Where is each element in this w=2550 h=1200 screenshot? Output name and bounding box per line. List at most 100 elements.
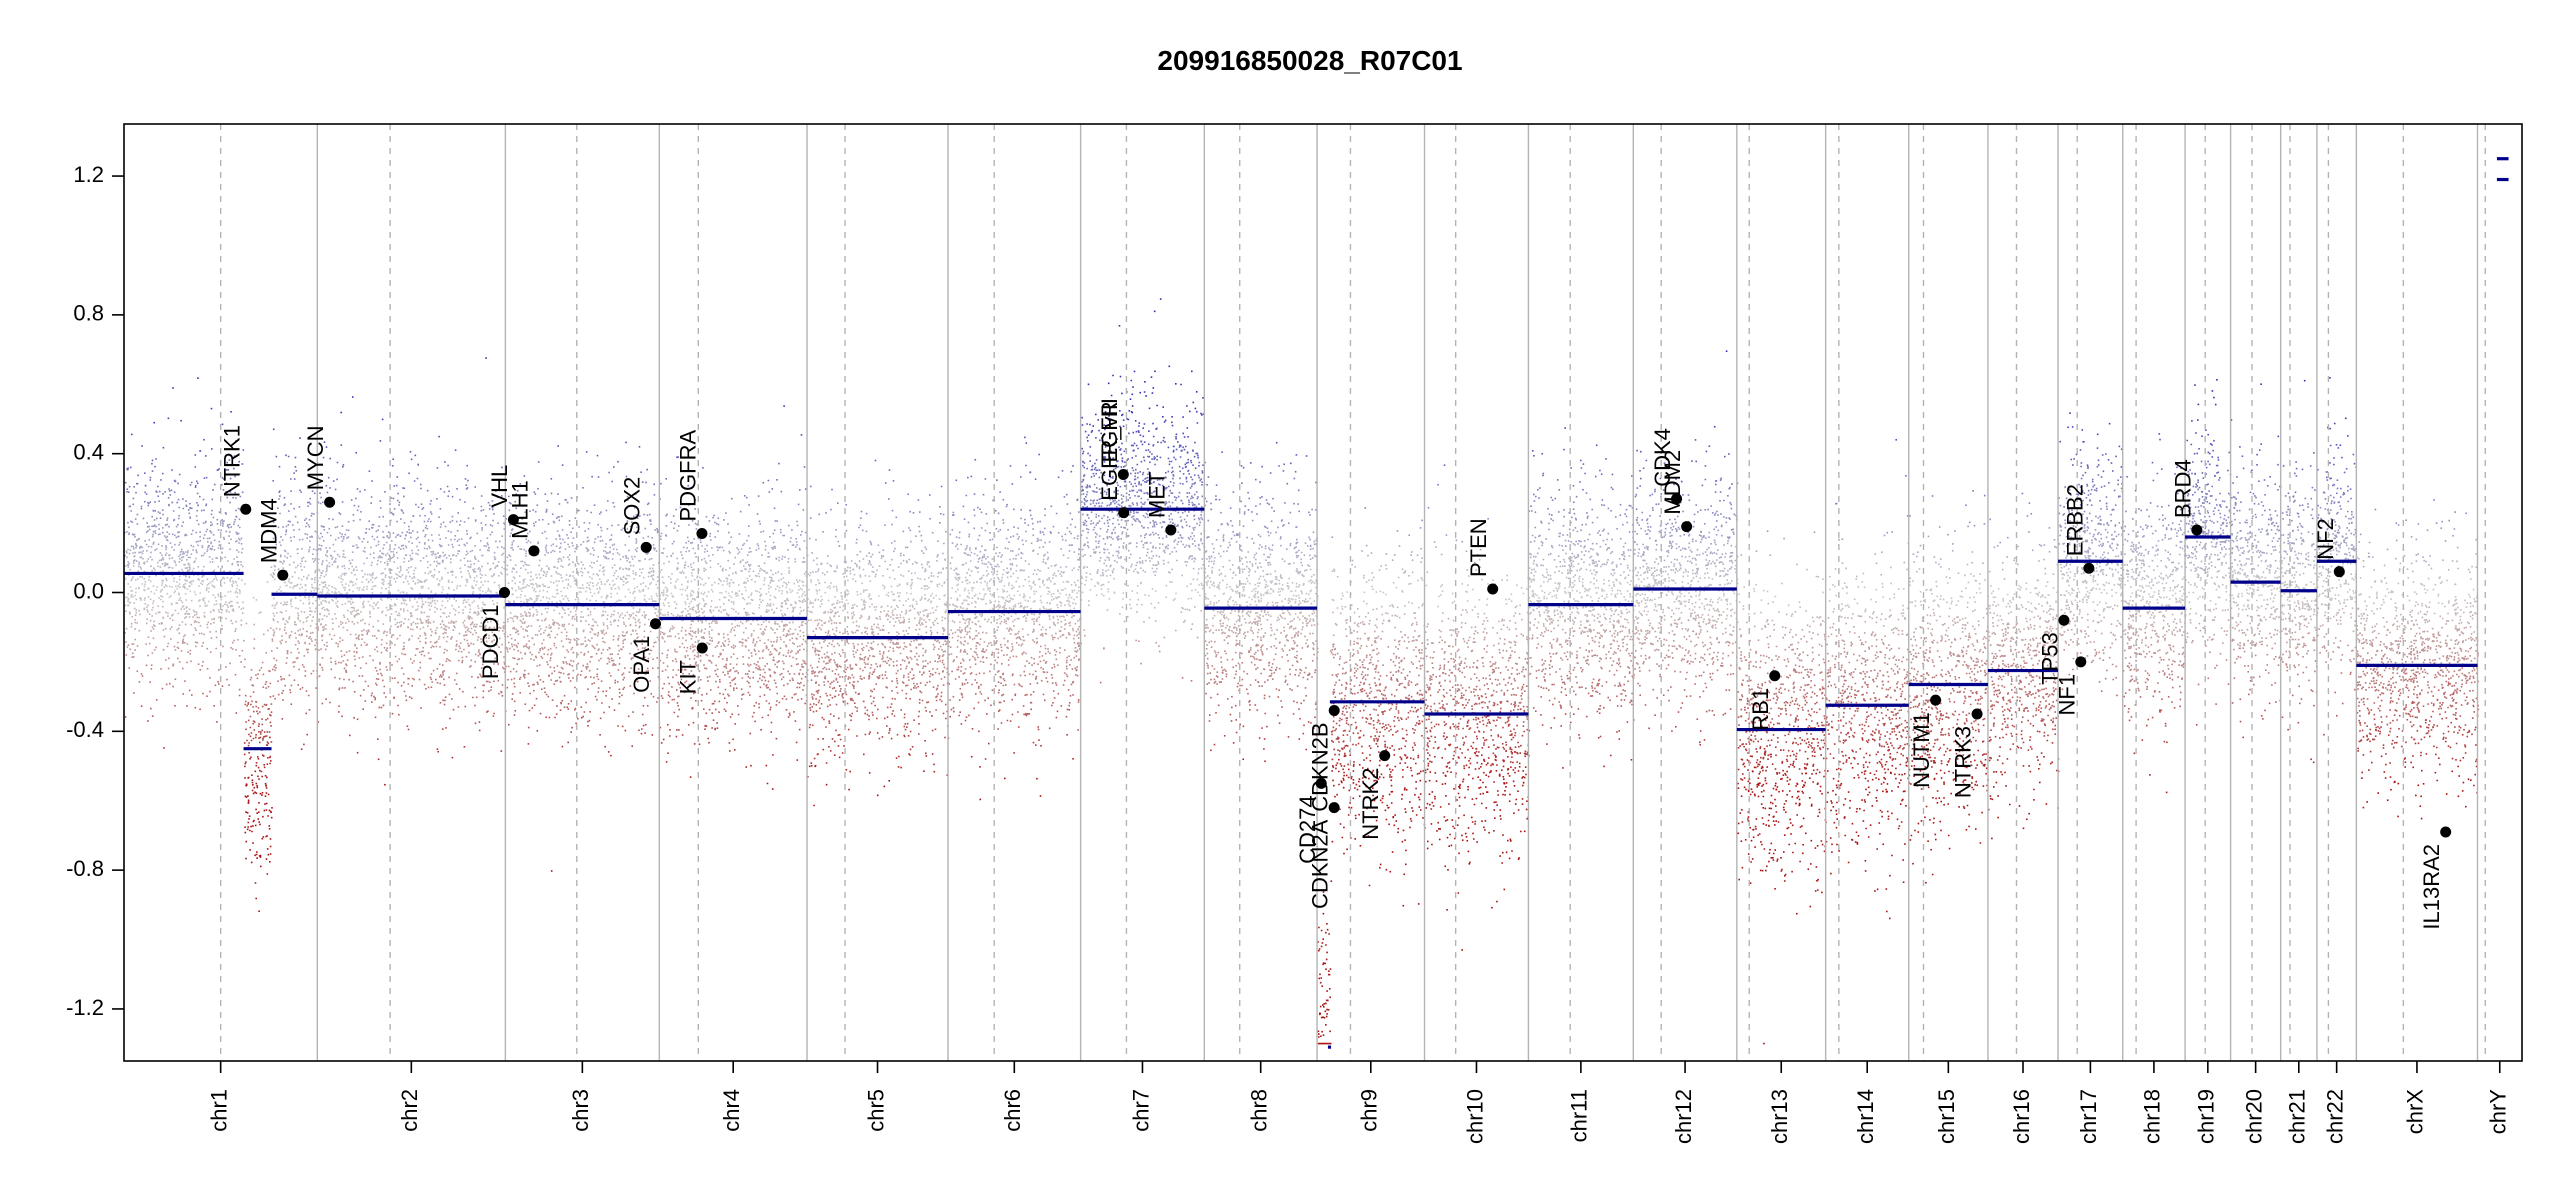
probe-cluster-chr8 [1206,672,1311,675]
probe-cluster-chr5 [816,666,946,669]
probe-cluster-chr7 [1132,469,1204,473]
probe-cluster-chr8 [1241,593,1300,597]
probe-cluster-chr15 [1919,770,1950,773]
probe-cluster-chr14 [1840,609,1866,613]
probe-cluster-chr1 [250,676,259,680]
probe-cluster-chr9 [1349,670,1411,673]
probe-cluster-chr12 [1648,569,1729,572]
probe-cluster-chr20 [2239,572,2245,576]
probe-cluster-chrX [2363,626,2466,630]
probe-cluster-chr15 [1933,639,1978,643]
probe-cluster-chr4 [673,540,798,544]
probe-cluster-chrX [2358,700,2420,704]
probe-cluster-chr19 [2185,566,2232,569]
probe-cluster-chr2 [317,501,490,504]
probe-cluster-chr4 [699,678,794,682]
probe-cluster-chr1 [271,638,317,641]
probe-cluster-chrX [2420,583,2457,586]
probe-cluster-chr5 [812,558,946,562]
probe-cluster-chr9 [1334,695,1413,698]
probe-cluster-chr20 [2239,642,2258,645]
probe-cluster-chrX [2360,613,2457,616]
probe-cluster-chr3 [586,535,649,539]
probe-cluster-chr9 [1343,661,1400,665]
probe-cluster-chr18 [2128,603,2184,606]
probe-cluster-chr17 [2078,528,2107,531]
probe-cluster-chr10 [1475,750,1529,754]
probe-cluster-chr3 [597,632,638,635]
probe-cluster-chr1 [272,634,303,637]
probe-cluster-chr19 [2198,500,2226,503]
probe-cluster-chr13 [1743,762,1809,766]
probe-cluster-chr12 [1643,609,1720,613]
probe-cluster-chr13 [1746,697,1798,700]
probe-cluster-chr11 [1540,645,1605,649]
probe-cluster-chr1 [278,588,307,591]
probe-cluster-chr6 [956,584,1077,587]
probe-cluster-chr9 [1346,683,1419,686]
probe-cluster-chr11 [1540,584,1611,587]
probe-cluster-chr7 [1108,432,1178,436]
probe-cluster-chr10 [1434,736,1515,739]
probe-cluster-chr5 [821,716,947,720]
probe-cluster-chr17 [2061,573,2114,576]
probe-cluster-chr9 [1331,673,1369,676]
probe-cluster-chr22 [2329,493,2344,497]
probe-cluster-chr4 [677,704,778,707]
probe-cluster-chr7 [1097,418,1167,422]
probe-cluster-chr14 [1843,679,1884,683]
probe-cluster-chrX [2362,736,2445,739]
probe-cluster-chr12 [1641,511,1717,515]
probe-cluster-chr14 [1841,689,1896,692]
probe-cluster-chr11 [1542,474,1633,478]
probe-cluster-chr11 [1563,515,1628,518]
probe-cluster-chr20 [2256,589,2281,592]
probe-cluster-chr8 [1209,602,1313,605]
probe-cluster-chr18 [2131,677,2183,681]
probe-cluster-chr4 [676,529,776,533]
probe-cluster-chr13 [1746,702,1816,705]
probe-cluster-chr14 [1881,687,1902,690]
probe-cluster-chr20 [2231,638,2235,641]
probe-cluster-chr10 [1443,666,1525,669]
probe-cluster-chr3 [506,563,655,567]
probe-cluster-chr4 [683,662,807,666]
probe-cluster-chr16 [1992,722,2032,725]
probe-cluster-chr5 [807,572,913,576]
probe-cluster-chr4 [736,624,787,628]
probe-cluster-chr10 [1426,737,1485,740]
probe-cluster-chrX [2376,590,2427,594]
probe-cluster-chr1 [124,577,240,581]
probe-cluster-chr6 [960,722,1003,725]
probe-cluster-chr8 [1205,580,1318,584]
probe-cluster-chr11 [1541,670,1631,673]
probe-cluster-chr20 [2252,515,2257,519]
probe-cluster-chr8 [1206,536,1310,539]
probe-cluster-chr1 [247,719,267,722]
probe-cluster-chr2 [338,688,492,691]
probe-cluster-chr10 [1430,710,1526,714]
probe-cluster-chrX [2358,719,2427,722]
probe-cluster-chr7 [1092,425,1140,428]
probe-cluster-chr22 [2328,512,2353,516]
probe-cluster-chr6 [962,672,1031,675]
probe-cluster-chr5 [812,645,942,649]
probe-cluster-chr2 [349,610,479,614]
probe-cluster-chr2 [321,607,472,611]
probe-cluster-chr6 [958,537,1079,540]
probe-cluster-chr3 [532,606,635,610]
probe-cluster-chr9 [1341,590,1404,595]
probe-cluster-chr14 [1835,629,1900,632]
probe-cluster-chrX [2359,729,2470,732]
probe-cluster-chr7 [1085,495,1204,498]
probe-cluster-chr3 [512,656,658,659]
probe-cluster-chr2 [366,631,494,634]
probe-cluster-chr17 [2078,530,2116,534]
probe-cluster-chr9 [1331,758,1415,761]
probe-cluster-chr11 [1555,586,1613,590]
probe-cluster-chr2 [318,674,490,677]
probe-cluster-chr5 [877,708,937,711]
probe-cluster-chrX [2373,580,2443,583]
probe-cluster-chr3 [635,514,649,517]
probe-cluster-chr12 [1645,544,1737,548]
